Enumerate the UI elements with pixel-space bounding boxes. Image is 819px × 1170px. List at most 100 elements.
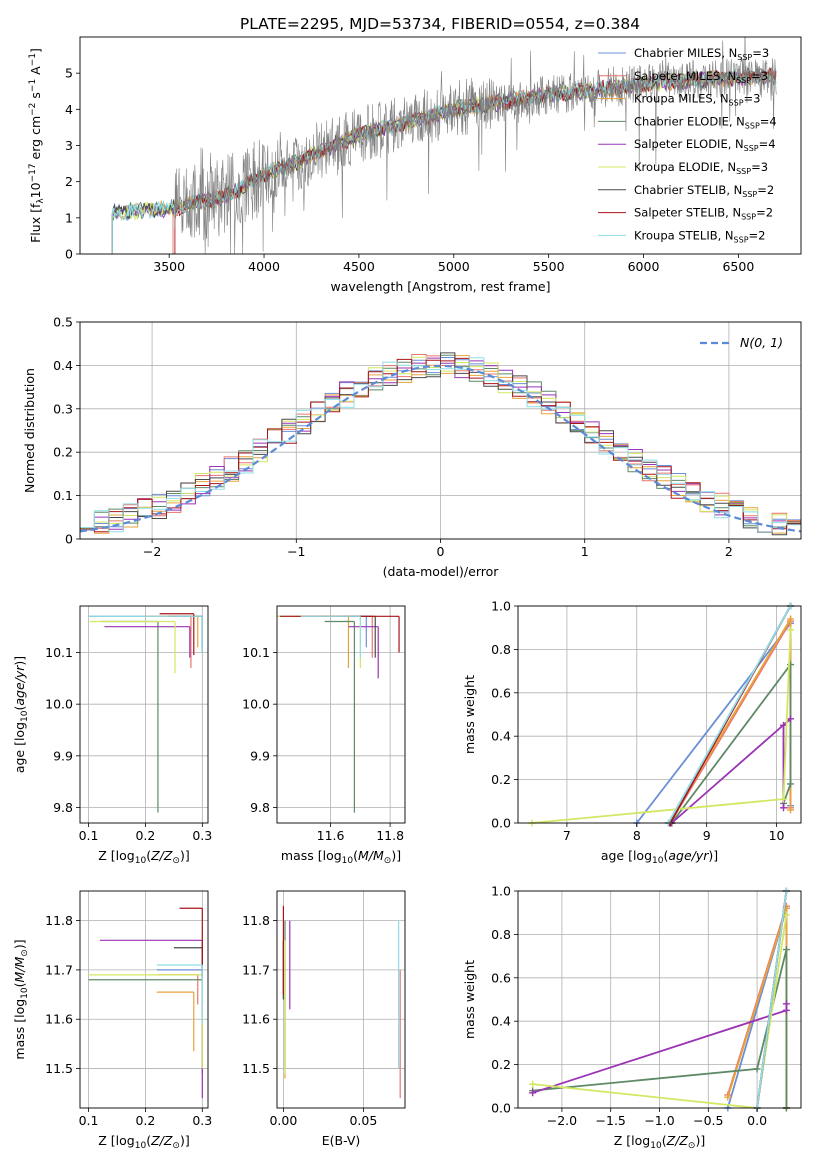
- label-part: age/yr: [668, 848, 709, 863]
- weight-line: [667, 605, 792, 824]
- axes-frame: [79, 890, 209, 1109]
- axes-frame: [517, 605, 802, 824]
- x-tick-label: −2.0: [547, 1113, 577, 1128]
- label-part: )]: [708, 848, 718, 863]
- x-tick-label: −0.5: [693, 1113, 723, 1128]
- legend-label: Salpeter STELIB, NSSP=2: [634, 206, 773, 222]
- x-tick-label: 7: [563, 828, 571, 843]
- grid-layer: [518, 605, 801, 824]
- legend-sub: SSP: [745, 121, 760, 130]
- x-tick-label: 0.3: [192, 1113, 212, 1128]
- grid-layer: [80, 606, 208, 823]
- y-tick-label: 1: [65, 210, 73, 225]
- label-part: (: [662, 1133, 667, 1148]
- label-part: E(B-V): [322, 1133, 361, 1148]
- label-part: 10: [342, 856, 354, 866]
- y-tick-label: 0.8: [491, 642, 511, 657]
- legend-count: =3: [751, 160, 768, 174]
- weight-marker: [780, 795, 788, 803]
- y-tick-label: 11.5: [242, 1061, 270, 1076]
- x-tick-label: 0.1: [79, 1113, 99, 1128]
- axis-label: mass [log10(M/M⊙)]: [12, 939, 30, 1059]
- label-part: ⊙: [172, 856, 180, 866]
- y-tick-label: 9.9: [53, 748, 73, 763]
- weight-marker: [780, 804, 788, 812]
- y-tick-label: 11.6: [45, 1012, 73, 1027]
- axis-label: mass weight: [462, 960, 477, 1039]
- label-part: 10: [650, 1141, 662, 1151]
- y-tick-label: 0.4: [53, 358, 73, 373]
- label-part: (: [353, 848, 358, 863]
- x-tick-label: 6500: [722, 259, 754, 274]
- legend-count: =4: [760, 114, 777, 128]
- legend-text: Kroupa MILES, N: [634, 92, 729, 106]
- weight-marker: [787, 780, 795, 788]
- residuals-panel: −2 −1 0 1 2 0 0.1 0.2 0.3 0.4 0.5 (data-model)/erro…: [22, 315, 802, 579]
- legend-text: Kroupa ELODIE, N: [634, 160, 736, 174]
- legend-sub: SSP: [736, 76, 751, 85]
- label-part: Z/Z: [666, 1133, 689, 1148]
- normal-reference-curve: [80, 364, 801, 533]
- y-tick-label: 3: [65, 138, 73, 153]
- weight-line: [670, 661, 792, 824]
- weight-line: [669, 617, 792, 824]
- axes-layer: 11.6 11.8 9.8 9.9 10.0 10.1 mass [log10(M/M⊙)]: [242, 605, 406, 866]
- legend-label: Kroupa MILES, NSSP=3: [634, 92, 760, 108]
- figure-title: PLATE=2295, MJD=53734, FIBERID=0554, z=0…: [240, 15, 640, 33]
- mass-vs-metallicity-panel: 0.1 0.2 0.311.511.611.711.8Z [log10(Z/Z⊙)]…: [12, 890, 212, 1151]
- plot-layer: [111, 37, 777, 254]
- label-part: wavelength [Angstrom, rest frame]: [330, 279, 550, 294]
- axes-layer: 0.00 0.05 11.5 11.6 11.7 11.8 E(B-V): [242, 890, 406, 1148]
- axis-label: Z [log10(Z/Z⊙)]: [98, 848, 189, 866]
- label-part: )]: [180, 1133, 190, 1148]
- x-tick-label: 0.2: [135, 828, 155, 843]
- x-tick-label: 0.1: [79, 828, 99, 843]
- legend-label: Chabrier STELIB, NSSP=2: [634, 183, 774, 199]
- label-part: ⊙: [20, 949, 30, 957]
- y-tick-label: 11.5: [45, 1061, 73, 1076]
- y-tick-label: 11.8: [45, 913, 73, 928]
- x-tick-label: 10: [769, 828, 785, 843]
- y-tick-label: 11.7: [242, 962, 270, 977]
- axis-label: Z [log10(Z/Z⊙)]: [614, 1133, 705, 1151]
- label-part: )]: [180, 848, 190, 863]
- y-tick-label: 10.0: [45, 697, 73, 712]
- label-part: (: [663, 848, 668, 863]
- legend-sub: SSP: [737, 53, 752, 62]
- weight-marker: [787, 806, 795, 814]
- label-part: ]: [28, 48, 43, 53]
- x-tick-label: 1: [581, 544, 589, 559]
- plot-layer: [528, 602, 795, 827]
- age-vs-metallicity-panel: 0.1 0.2 0.39.89.910.010.1Z [log10(Z/Z⊙)]ag…: [12, 605, 212, 866]
- axes-frame: [276, 605, 406, 824]
- weight-marker: [529, 1080, 537, 1088]
- label-part: −1: [28, 79, 38, 92]
- axes-layer: 3500 4000 4500 5000 5500 6000 6500 0 1 2 3 4 5 wavele…: [28, 36, 802, 294]
- label-part: Z [log: [98, 1133, 134, 1148]
- legend-text: Chabrier ELODIE, N: [634, 114, 745, 128]
- y-tick-label: 11.8: [242, 913, 270, 928]
- weight-line: [756, 890, 788, 1109]
- y-tick-label: 0.6: [491, 970, 511, 985]
- spectrum-panel: 3500 4000 4500 5000 5500 6000 6500 0 1 2 3 4 5 wavele…: [28, 36, 802, 294]
- legend-sub: SSP: [742, 190, 757, 199]
- legend-sub: SSP: [741, 213, 756, 222]
- label-part: mass [log: [281, 848, 342, 863]
- residual-histogram-step: [80, 357, 801, 533]
- plot-layer: [80, 352, 801, 536]
- x-tick-label: 11.6: [317, 828, 345, 843]
- x-tick-label: 5500: [533, 259, 565, 274]
- x-tick-label: 11.8: [376, 828, 404, 843]
- axis-label: mass [log10(M/M⊙)]: [281, 848, 401, 866]
- y-tick-label: 0.2: [53, 445, 73, 460]
- legend-label: Kroupa STELIB, NSSP=2: [634, 228, 765, 244]
- y-tick-label: 10.1: [45, 645, 73, 660]
- axis-label: Z [log10(Z/Z⊙)]: [98, 1133, 189, 1151]
- axis-label: age [log10(age/yr)]: [601, 848, 718, 866]
- label-part: −17: [28, 163, 38, 182]
- weight-marker: [724, 1093, 732, 1101]
- x-tick-label: 0.3: [192, 828, 212, 843]
- axes-layer: 0.1 0.2 0.311.511.611.711.8Z [log10(Z/Z⊙)]…: [12, 890, 212, 1151]
- weight-line: [636, 620, 792, 824]
